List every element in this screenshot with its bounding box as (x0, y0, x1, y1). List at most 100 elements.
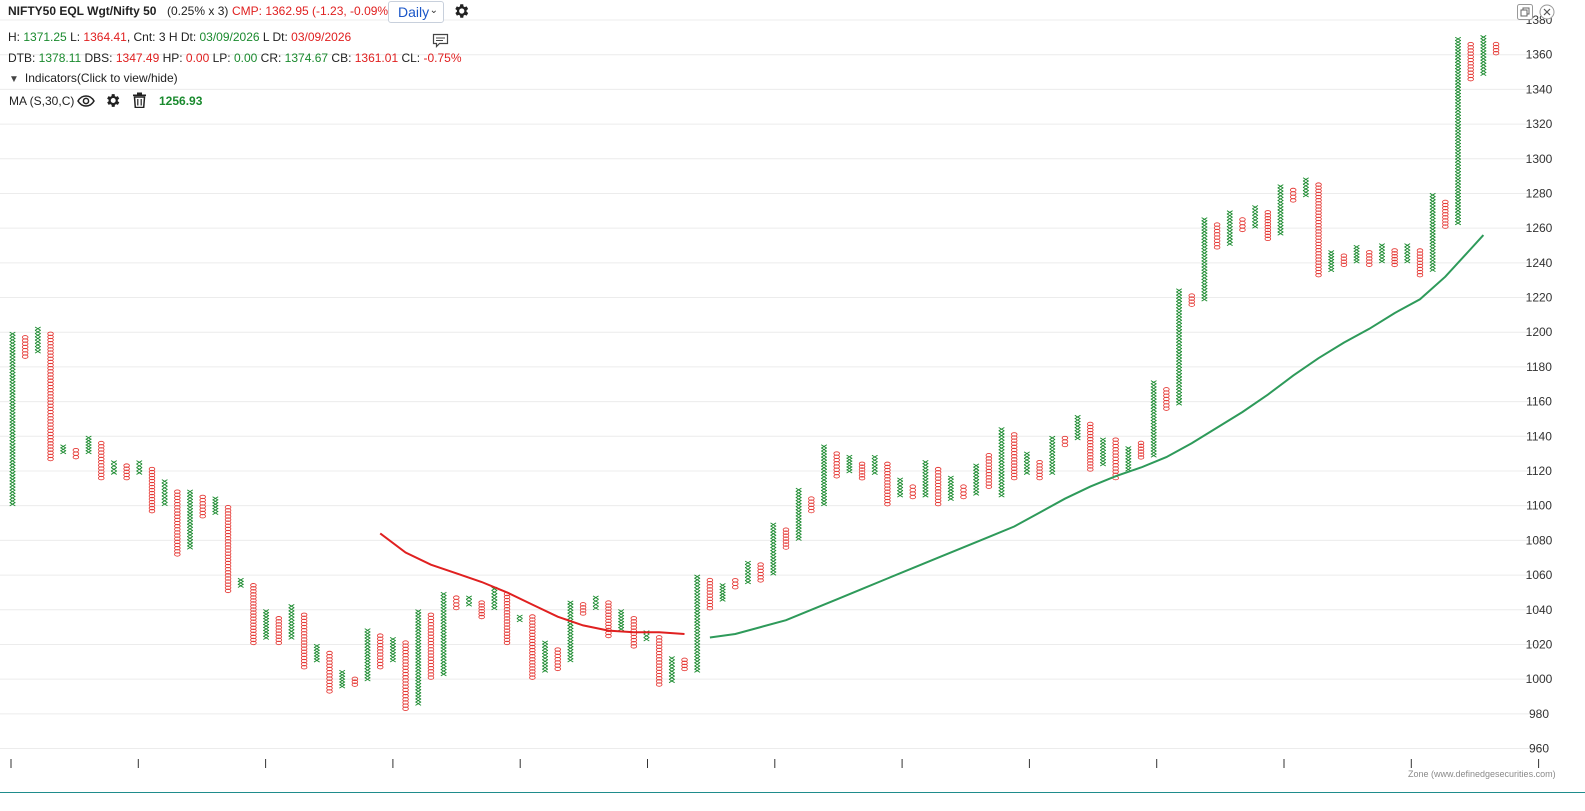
x-box (795, 500, 802, 505)
x-box (998, 455, 1005, 460)
x-box (998, 449, 1005, 454)
x-box (1404, 249, 1411, 254)
x-box (1378, 259, 1385, 264)
x-box (694, 590, 701, 595)
o-box (250, 604, 257, 609)
x-box (1302, 180, 1309, 185)
o-box (250, 625, 257, 630)
o-box (148, 466, 156, 472)
x-box (85, 450, 92, 455)
x-box (415, 609, 422, 614)
x-box (288, 607, 295, 612)
x-box (1480, 50, 1487, 55)
x-box (1404, 243, 1411, 248)
x-column (1404, 243, 1411, 264)
x-box (1226, 238, 1233, 243)
comment-button[interactable] (432, 33, 449, 48)
x-box (9, 409, 16, 414)
x-box (110, 470, 117, 475)
x-box (1328, 261, 1335, 267)
x-box (1454, 149, 1462, 154)
x-box (846, 460, 853, 465)
watermark: Zone (www.definedgesecurities.com) (1408, 769, 1556, 779)
settings-gear-button[interactable] (452, 2, 470, 20)
o-box (1087, 449, 1094, 454)
x-box (1176, 313, 1183, 318)
o-box (782, 545, 790, 550)
x-box (820, 450, 828, 455)
x-box (9, 350, 16, 355)
o-box (250, 637, 257, 643)
x-box (1125, 452, 1132, 457)
x-box (694, 624, 701, 629)
x-box (161, 498, 168, 503)
o-box (630, 644, 638, 649)
x-box (1429, 205, 1436, 210)
o-box (1467, 76, 1474, 82)
o-box (605, 603, 612, 608)
x-box (364, 640, 371, 645)
x-box (85, 447, 92, 452)
x-box (973, 469, 980, 474)
x-box (694, 652, 701, 658)
restore-window-button[interactable] (1517, 4, 1533, 20)
indicator-visibility-button[interactable] (77, 93, 95, 109)
interval-select[interactable]: Daily ⌄ (388, 1, 444, 23)
x-box (1226, 216, 1233, 221)
o-box (1492, 47, 1500, 53)
o-box (1137, 446, 1145, 451)
x-box (9, 384, 16, 389)
x-box (9, 359, 16, 364)
x-box (110, 467, 117, 472)
x-box (9, 437, 16, 442)
x-box (186, 501, 194, 507)
indicator-delete-button[interactable] (132, 92, 147, 108)
x-box (820, 492, 828, 498)
x-box (1454, 155, 1462, 160)
x-box (440, 601, 447, 606)
indicator-settings-button[interactable] (104, 92, 121, 109)
indicators-toggle[interactable]: ▼ Indicators(Click to view/hide) (9, 71, 178, 85)
x-box (9, 347, 16, 352)
o-column (478, 600, 485, 620)
x-box (364, 661, 371, 667)
o-box (960, 494, 967, 500)
x-box (1099, 462, 1107, 467)
x-box (998, 452, 1005, 457)
x-box (1480, 56, 1487, 61)
x-box (1328, 267, 1335, 273)
o-box (250, 616, 257, 621)
o-box (376, 664, 384, 670)
x-box (567, 600, 574, 605)
x-box (1150, 407, 1157, 412)
x-box (998, 474, 1005, 479)
x-box (770, 553, 777, 558)
x-box (947, 475, 954, 480)
close-button[interactable] (1539, 4, 1555, 20)
x-box (389, 655, 396, 660)
x-box (1201, 269, 1208, 274)
x-box (491, 599, 498, 604)
x-box (1099, 452, 1107, 458)
o-column (1391, 248, 1398, 268)
o-box (174, 552, 181, 557)
x-box (440, 604, 447, 609)
hp-value: 0.00 (185, 51, 210, 65)
x-box (1454, 96, 1462, 101)
o-box (1391, 259, 1398, 265)
x-box (1201, 275, 1208, 280)
x-box (795, 490, 802, 496)
o-column (1467, 41, 1474, 82)
x-box (795, 512, 802, 517)
o-box (1087, 436, 1094, 442)
o-box (148, 490, 156, 496)
x-box (1176, 382, 1183, 387)
x-box (947, 481, 954, 486)
x-box (9, 421, 16, 426)
x-box (415, 630, 422, 635)
x-box (1429, 249, 1436, 254)
x-box (1176, 392, 1183, 397)
o-box (351, 676, 359, 682)
x-box (846, 469, 853, 474)
